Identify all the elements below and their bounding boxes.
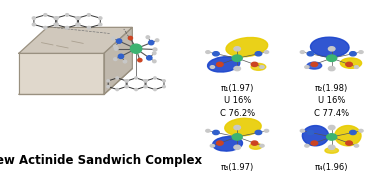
Circle shape bbox=[328, 145, 335, 149]
Circle shape bbox=[305, 144, 309, 147]
Text: π₂(1.98)
U 16%
C 77.4%: π₂(1.98) U 16% C 77.4% bbox=[314, 84, 349, 118]
Circle shape bbox=[359, 51, 363, 53]
Ellipse shape bbox=[302, 126, 328, 146]
Circle shape bbox=[138, 58, 142, 62]
Polygon shape bbox=[19, 27, 132, 53]
Circle shape bbox=[217, 141, 223, 145]
Circle shape bbox=[118, 54, 124, 58]
Circle shape bbox=[116, 88, 119, 91]
Circle shape bbox=[260, 66, 264, 68]
Circle shape bbox=[135, 88, 138, 91]
Circle shape bbox=[311, 62, 318, 66]
Circle shape bbox=[234, 47, 240, 51]
Circle shape bbox=[116, 39, 122, 43]
Circle shape bbox=[305, 66, 309, 68]
Circle shape bbox=[210, 144, 215, 147]
Circle shape bbox=[114, 45, 117, 48]
Ellipse shape bbox=[225, 118, 261, 136]
Circle shape bbox=[65, 26, 69, 29]
Circle shape bbox=[54, 17, 57, 19]
Circle shape bbox=[32, 23, 36, 26]
Ellipse shape bbox=[310, 37, 349, 57]
Circle shape bbox=[328, 47, 335, 51]
Circle shape bbox=[327, 134, 337, 140]
Ellipse shape bbox=[340, 58, 362, 68]
Text: π₃(1.97)
U 15.2%
C 77.8%: π₃(1.97) U 15.2% C 77.8% bbox=[220, 163, 255, 173]
Circle shape bbox=[112, 37, 115, 40]
Circle shape bbox=[149, 40, 154, 45]
Circle shape bbox=[206, 51, 210, 53]
Circle shape bbox=[153, 52, 156, 55]
Circle shape bbox=[153, 77, 156, 79]
Circle shape bbox=[350, 130, 356, 135]
Circle shape bbox=[232, 55, 242, 61]
Circle shape bbox=[107, 86, 110, 88]
Circle shape bbox=[255, 52, 262, 56]
Polygon shape bbox=[19, 69, 132, 94]
Polygon shape bbox=[104, 27, 132, 94]
Ellipse shape bbox=[307, 62, 322, 69]
Circle shape bbox=[145, 86, 147, 88]
Ellipse shape bbox=[226, 38, 268, 57]
Circle shape bbox=[163, 86, 165, 88]
Ellipse shape bbox=[212, 137, 243, 151]
Circle shape bbox=[213, 52, 219, 56]
Circle shape bbox=[77, 17, 80, 19]
Ellipse shape bbox=[249, 143, 262, 149]
Circle shape bbox=[87, 26, 90, 29]
Circle shape bbox=[55, 17, 59, 19]
Circle shape bbox=[55, 23, 59, 26]
Circle shape bbox=[213, 130, 219, 135]
Circle shape bbox=[232, 134, 242, 140]
Circle shape bbox=[44, 26, 47, 29]
Circle shape bbox=[307, 52, 314, 56]
Circle shape bbox=[311, 141, 318, 145]
Circle shape bbox=[153, 60, 156, 63]
Circle shape bbox=[206, 129, 210, 132]
Circle shape bbox=[135, 77, 138, 79]
Circle shape bbox=[126, 80, 129, 82]
Circle shape bbox=[32, 17, 36, 19]
Circle shape bbox=[130, 44, 142, 53]
Circle shape bbox=[144, 86, 146, 88]
Circle shape bbox=[77, 23, 80, 26]
Circle shape bbox=[76, 23, 79, 26]
Circle shape bbox=[354, 66, 359, 68]
Circle shape bbox=[346, 141, 352, 145]
Circle shape bbox=[264, 51, 269, 53]
Circle shape bbox=[217, 62, 223, 66]
Polygon shape bbox=[19, 53, 104, 94]
Circle shape bbox=[99, 23, 102, 26]
Circle shape bbox=[354, 144, 359, 147]
Circle shape bbox=[114, 58, 117, 61]
Text: π₁(1.97)
U 16%
C 76.2%: π₁(1.97) U 16% C 76.2% bbox=[220, 84, 255, 118]
Circle shape bbox=[125, 86, 127, 88]
Circle shape bbox=[116, 77, 119, 79]
Circle shape bbox=[234, 145, 240, 149]
Circle shape bbox=[87, 14, 90, 16]
Circle shape bbox=[155, 39, 159, 42]
Circle shape bbox=[300, 51, 305, 53]
Circle shape bbox=[359, 129, 363, 132]
Circle shape bbox=[251, 62, 258, 66]
Circle shape bbox=[234, 125, 240, 130]
Circle shape bbox=[153, 48, 157, 51]
Circle shape bbox=[146, 36, 150, 39]
Circle shape bbox=[350, 52, 356, 56]
Circle shape bbox=[99, 17, 102, 19]
Circle shape bbox=[144, 80, 146, 82]
Circle shape bbox=[300, 129, 305, 132]
Ellipse shape bbox=[208, 57, 240, 72]
Text: New Actinide Sandwich Complex: New Actinide Sandwich Complex bbox=[0, 154, 203, 167]
Circle shape bbox=[327, 55, 337, 61]
Circle shape bbox=[125, 80, 127, 82]
Circle shape bbox=[129, 36, 133, 40]
Text: π₄(1.96)
U 18%
C 72.5%: π₄(1.96) U 18% C 72.5% bbox=[314, 163, 349, 173]
Circle shape bbox=[328, 66, 335, 71]
Circle shape bbox=[260, 144, 264, 147]
Circle shape bbox=[255, 130, 262, 135]
Circle shape bbox=[251, 141, 258, 145]
Circle shape bbox=[153, 88, 156, 91]
Circle shape bbox=[65, 14, 69, 16]
Circle shape bbox=[264, 129, 269, 132]
